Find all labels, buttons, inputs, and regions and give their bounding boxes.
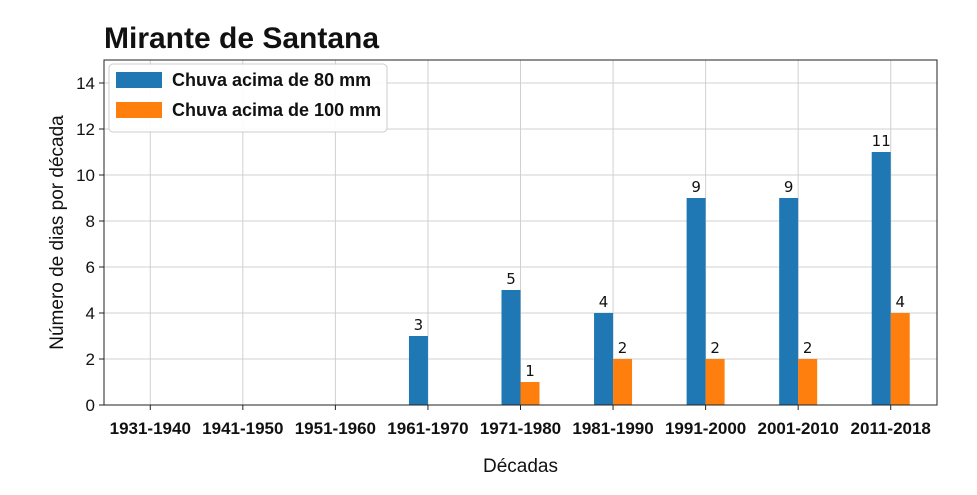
bar-series-2 (798, 359, 818, 405)
y-axis-label: Número de dias por década (47, 115, 68, 350)
x-tick-label: 1991-2000 (665, 419, 746, 438)
x-tick-label: 1971-1980 (480, 419, 561, 438)
bar-series-1 (871, 152, 891, 405)
data-label-series-1: 9 (784, 178, 794, 196)
legend-label-series-1: Chuva acima de 80 mm (172, 70, 371, 90)
bar-series-2 (520, 382, 540, 405)
y-tick-label: 2 (86, 350, 95, 369)
bar-series-2 (613, 359, 633, 405)
chart-title: Mirante de Santana (104, 22, 379, 55)
data-label-series-1: 5 (506, 270, 516, 288)
y-axis-ticks: 0 2 4 6 8 10 12 14 (76, 74, 104, 415)
x-tick-label: 1961-1970 (387, 419, 468, 438)
y-tick-label: 10 (76, 166, 95, 185)
legend-swatch-series-1 (116, 72, 162, 88)
legend-box (108, 63, 388, 133)
bar-series-1 (594, 313, 614, 405)
y-tick-label: 4 (86, 304, 95, 323)
legend: Chuva acima de 80 mm Chuva acima de 100 m… (108, 63, 388, 133)
y-tick-label: 6 (86, 258, 95, 277)
data-label-series-1: 3 (414, 316, 424, 334)
bars (408, 152, 910, 405)
y-tick-label: 8 (86, 212, 95, 231)
data-label-series-1: 9 (691, 178, 701, 196)
data-label-series-1: 4 (599, 293, 609, 311)
bar-series-2 (890, 313, 910, 405)
x-tick-label: 1951-1960 (295, 419, 376, 438)
data-label-series-2: 4 (895, 293, 905, 311)
bar-series-1 (408, 336, 428, 405)
x-tick-label: 1981-1990 (572, 419, 653, 438)
x-tick-label: 1941-1950 (202, 419, 283, 438)
data-label-series-2: 2 (803, 339, 813, 357)
data-label-series-1: 11 (872, 132, 891, 150)
data-label-series-2: 1 (525, 362, 535, 380)
bar-series-2 (705, 359, 725, 405)
x-tick-label: 2001-2010 (758, 419, 839, 438)
y-tick-label: 14 (76, 74, 95, 93)
data-label-series-2: 2 (710, 339, 720, 357)
x-tick-label: 2011-2018 (851, 419, 931, 438)
y-tick-label: 0 (86, 396, 95, 415)
x-tick-label: 1931-1940 (110, 419, 191, 438)
x-axis-ticks: 1931-1940 1941-1950 1951-1960 1961-1970 1971… (110, 405, 931, 438)
x-axis-label: Décadas (483, 456, 558, 477)
legend-swatch-series-2 (116, 102, 162, 118)
bar-series-1 (686, 198, 706, 405)
y-tick-label: 12 (76, 120, 95, 139)
bar-series-1 (501, 290, 521, 405)
bar-series-1 (779, 198, 799, 405)
legend-label-series-2: Chuva acima de 100 mm (172, 100, 381, 120)
data-label-series-2: 2 (618, 339, 628, 357)
